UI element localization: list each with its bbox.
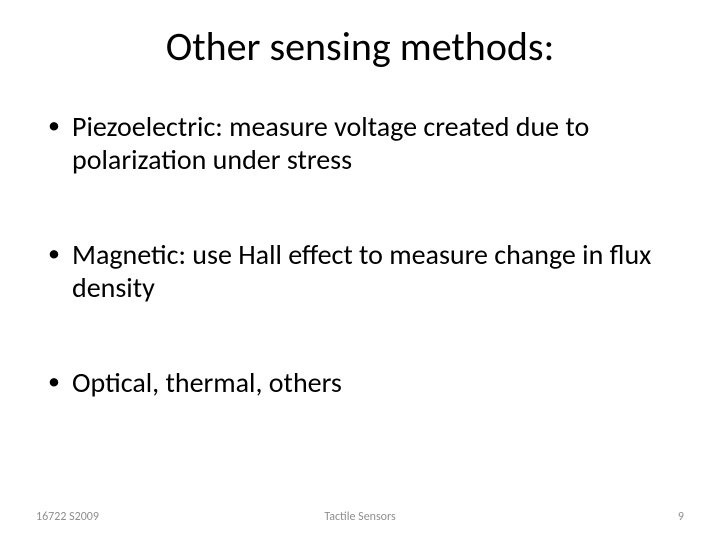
slide: Other sensing methods: Piezoelectric: me… — [0, 0, 720, 540]
slide-title: Other sensing methods: — [0, 22, 720, 71]
bullet-item: Optical, thermal, others — [48, 366, 668, 399]
bullet-list: Piezoelectric: measure voltage created d… — [48, 110, 668, 399]
footer-center-text: Tactile Sensors — [0, 510, 720, 524]
slide-footer: 16722 S2009 Tactile Sensors 9 — [0, 504, 720, 524]
bullet-item: Piezoelectric: measure voltage created d… — [48, 110, 668, 176]
bullet-item: Magnetic: use Hall effect to measure cha… — [48, 238, 668, 304]
footer-page-number: 9 — [678, 510, 684, 524]
slide-body: Piezoelectric: measure voltage created d… — [48, 110, 668, 461]
